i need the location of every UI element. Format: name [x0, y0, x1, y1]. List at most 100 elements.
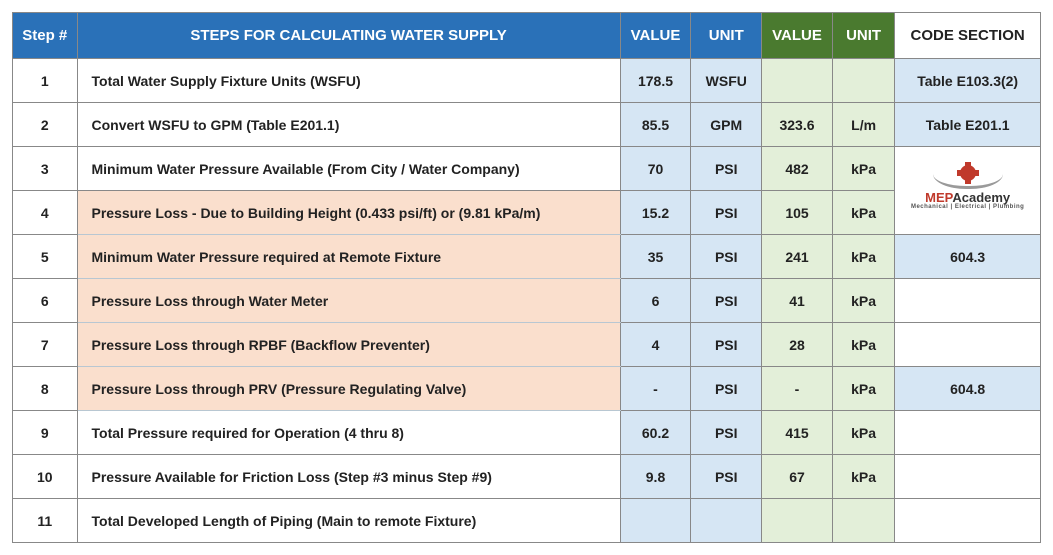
code-section: 604.3	[895, 235, 1041, 279]
unit-imperial: GPM	[691, 103, 762, 147]
table-row: 2Convert WSFU to GPM (Table E201.1)85.5G…	[13, 103, 1041, 147]
step-number: 2	[13, 103, 78, 147]
step-number: 8	[13, 367, 78, 411]
step-description: Pressure Loss through RPBF (Backflow Pre…	[77, 323, 620, 367]
value-metric: 41	[762, 279, 833, 323]
table-header-row: Step # STEPS FOR CALCULATING WATER SUPPL…	[13, 13, 1041, 59]
unit-imperial: PSI	[691, 147, 762, 191]
table-row: 4Pressure Loss - Due to Building Height …	[13, 191, 1041, 235]
value-metric	[762, 499, 833, 543]
step-description: Total Water Supply Fixture Units (WSFU)	[77, 59, 620, 103]
table-row: 3Minimum Water Pressure Available (From …	[13, 147, 1041, 191]
step-number: 3	[13, 147, 78, 191]
water-supply-table: Step # STEPS FOR CALCULATING WATER SUPPL…	[12, 12, 1041, 543]
step-description: Pressure Loss through PRV (Pressure Regu…	[77, 367, 620, 411]
col-header-val1: VALUE	[620, 13, 691, 59]
code-section	[895, 455, 1041, 499]
table-row: 8Pressure Loss through PRV (Pressure Reg…	[13, 367, 1041, 411]
unit-imperial: PSI	[691, 191, 762, 235]
step-number: 11	[13, 499, 78, 543]
unit-imperial: WSFU	[691, 59, 762, 103]
code-section	[895, 279, 1041, 323]
code-section: Table E103.3(2)	[895, 59, 1041, 103]
unit-metric	[832, 59, 894, 103]
code-section: MEPAcademyMechanical | Electrical | Plum…	[895, 147, 1041, 235]
step-number: 10	[13, 455, 78, 499]
step-description: Minimum Water Pressure Available (From C…	[77, 147, 620, 191]
code-section: 604.8	[895, 367, 1041, 411]
unit-metric: kPa	[832, 279, 894, 323]
step-description: Pressure Available for Friction Loss (St…	[77, 455, 620, 499]
gear-icon	[933, 171, 1003, 189]
col-header-unit2: UNIT	[832, 13, 894, 59]
logo-title: MEPAcademy	[911, 191, 1024, 204]
value-imperial: 60.2	[620, 411, 691, 455]
step-number: 7	[13, 323, 78, 367]
unit-metric: kPa	[832, 367, 894, 411]
table-row: 6Pressure Loss through Water Meter6PSI41…	[13, 279, 1041, 323]
unit-imperial: PSI	[691, 323, 762, 367]
unit-metric: kPa	[832, 235, 894, 279]
step-description: Total Developed Length of Piping (Main t…	[77, 499, 620, 543]
unit-metric: kPa	[832, 147, 894, 191]
value-imperial: -	[620, 367, 691, 411]
value-imperial: 4	[620, 323, 691, 367]
step-number: 1	[13, 59, 78, 103]
code-section: Table E201.1	[895, 103, 1041, 147]
col-header-code: CODE SECTION	[895, 13, 1041, 59]
value-imperial: 85.5	[620, 103, 691, 147]
unit-imperial	[691, 499, 762, 543]
step-description: Pressure Loss through Water Meter	[77, 279, 620, 323]
table-row: 5Minimum Water Pressure required at Remo…	[13, 235, 1041, 279]
step-number: 9	[13, 411, 78, 455]
col-header-unit1: UNIT	[691, 13, 762, 59]
unit-metric: L/m	[832, 103, 894, 147]
col-header-desc: STEPS FOR CALCULATING WATER SUPPLY	[77, 13, 620, 59]
mep-academy-logo: MEPAcademyMechanical | Electrical | Plum…	[911, 171, 1024, 210]
value-metric: 105	[762, 191, 833, 235]
table-row: 7Pressure Loss through RPBF (Backflow Pr…	[13, 323, 1041, 367]
unit-metric: kPa	[832, 455, 894, 499]
value-imperial: 9.8	[620, 455, 691, 499]
table-row: 10Pressure Available for Friction Loss (…	[13, 455, 1041, 499]
value-metric: 241	[762, 235, 833, 279]
col-header-step: Step #	[13, 13, 78, 59]
step-description: Pressure Loss - Due to Building Height (…	[77, 191, 620, 235]
step-number: 4	[13, 191, 78, 235]
unit-metric: kPa	[832, 191, 894, 235]
code-section	[895, 323, 1041, 367]
step-number: 5	[13, 235, 78, 279]
value-metric: -	[762, 367, 833, 411]
unit-metric: kPa	[832, 323, 894, 367]
value-imperial	[620, 499, 691, 543]
value-metric: 67	[762, 455, 833, 499]
code-section	[895, 499, 1041, 543]
value-imperial: 178.5	[620, 59, 691, 103]
unit-imperial: PSI	[691, 455, 762, 499]
table-row: 1Total Water Supply Fixture Units (WSFU)…	[13, 59, 1041, 103]
step-description: Convert WSFU to GPM (Table E201.1)	[77, 103, 620, 147]
table-row: 11Total Developed Length of Piping (Main…	[13, 499, 1041, 543]
logo-subtitle: Mechanical | Electrical | Plumbing	[911, 204, 1024, 210]
value-imperial: 35	[620, 235, 691, 279]
value-imperial: 15.2	[620, 191, 691, 235]
unit-metric	[832, 499, 894, 543]
table-row: 9Total Pressure required for Operation (…	[13, 411, 1041, 455]
step-description: Minimum Water Pressure required at Remot…	[77, 235, 620, 279]
unit-imperial: PSI	[691, 367, 762, 411]
step-number: 6	[13, 279, 78, 323]
value-metric: 482	[762, 147, 833, 191]
code-section	[895, 411, 1041, 455]
unit-imperial: PSI	[691, 411, 762, 455]
step-description: Total Pressure required for Operation (4…	[77, 411, 620, 455]
col-header-val2: VALUE	[762, 13, 833, 59]
unit-imperial: PSI	[691, 235, 762, 279]
value-imperial: 6	[620, 279, 691, 323]
value-metric: 28	[762, 323, 833, 367]
unit-metric: kPa	[832, 411, 894, 455]
value-imperial: 70	[620, 147, 691, 191]
value-metric	[762, 59, 833, 103]
value-metric: 415	[762, 411, 833, 455]
value-metric: 323.6	[762, 103, 833, 147]
unit-imperial: PSI	[691, 279, 762, 323]
